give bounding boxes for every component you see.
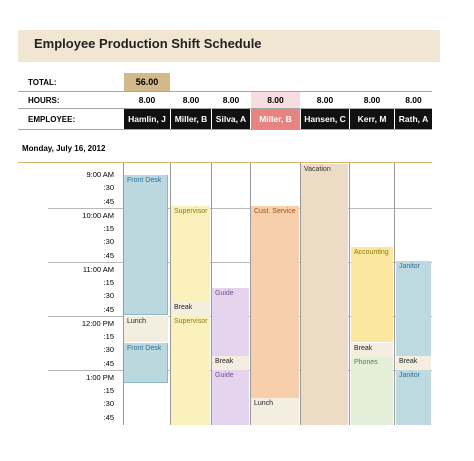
shift-block[interactable]: Supervisor <box>171 206 210 302</box>
employee-header[interactable]: Hansen, C <box>301 109 349 129</box>
hours-cell[interactable]: 8.00 <box>171 92 211 108</box>
time-label: 1:00 PM <box>86 373 114 382</box>
divider <box>18 108 432 109</box>
shift-block[interactable]: Janitor <box>396 261 431 356</box>
shift-block[interactable]: Guide <box>212 288 249 356</box>
time-label: 12:00 PM <box>81 319 114 328</box>
page-title: Employee Production Shift Schedule <box>34 36 262 51</box>
column-line <box>211 163 212 425</box>
shift-block[interactable]: Break <box>351 343 393 357</box>
hours-label: HOURS: <box>28 96 60 105</box>
shift-block[interactable]: Lunch <box>124 316 168 342</box>
time-label: :45 <box>103 359 114 368</box>
hours-cell[interactable]: 8.00 <box>350 92 394 108</box>
hours-cell[interactable]: 8.00 <box>251 92 300 108</box>
shift-block[interactable]: Janitor <box>396 370 431 425</box>
shift-block[interactable]: Lunch <box>251 398 299 425</box>
time-label: :30 <box>103 237 114 246</box>
column-line <box>123 163 124 425</box>
divider <box>18 91 432 92</box>
hours-cell[interactable]: 8.00 <box>395 92 432 108</box>
column-line <box>349 163 350 425</box>
time-label: :30 <box>103 399 114 408</box>
shift-block[interactable]: Phones <box>351 357 393 425</box>
shift-block[interactable]: Front Desk <box>124 343 168 383</box>
column-line <box>300 163 301 425</box>
shift-block[interactable]: Break <box>212 356 249 370</box>
time-label: :45 <box>103 413 114 422</box>
total-label: TOTAL: <box>28 78 57 87</box>
total-value[interactable]: 56.00 <box>124 73 170 91</box>
shift-block[interactable]: Guide <box>212 370 249 425</box>
employee-header-highlighted[interactable]: Miller, B <box>251 109 300 129</box>
time-label: 10:00 AM <box>82 211 114 220</box>
time-label: :45 <box>103 197 114 206</box>
hour-line <box>48 208 432 209</box>
employee-label: EMPLOYEE: <box>28 115 76 124</box>
schedule-date: Monday, July 16, 2012 <box>22 144 106 153</box>
employee-header[interactable]: Kerr, M <box>350 109 394 129</box>
time-label: 11:00 AM <box>82 265 114 274</box>
time-label: :30 <box>103 183 114 192</box>
divider <box>18 129 432 130</box>
time-label: :45 <box>103 251 114 260</box>
shift-block[interactable]: Break <box>171 302 210 316</box>
title-bar <box>18 30 440 62</box>
time-label: :30 <box>103 345 114 354</box>
employee-header[interactable]: Silva, A <box>212 109 250 129</box>
column-line <box>250 163 251 425</box>
employee-header[interactable]: Rath, A <box>395 109 432 129</box>
employee-header[interactable]: Hamlin, J <box>124 109 170 129</box>
shift-block[interactable]: Cust. Service <box>251 206 299 398</box>
divider <box>18 162 432 163</box>
shift-block[interactable]: Vacation <box>301 164 348 425</box>
time-label: :30 <box>103 291 114 300</box>
shift-block[interactable]: Accounting <box>351 247 393 342</box>
shift-block[interactable]: Break <box>396 356 431 370</box>
time-label: :15 <box>103 224 114 233</box>
column-line <box>394 163 395 425</box>
time-label: :15 <box>103 332 114 341</box>
hours-cell[interactable]: 8.00 <box>124 92 170 108</box>
hours-cell[interactable]: 8.00 <box>301 92 349 108</box>
shift-block[interactable]: Front Desk <box>124 175 168 315</box>
time-label: 9:00 AM <box>86 170 114 179</box>
hour-line <box>48 262 432 263</box>
employee-header[interactable]: Miller, B <box>171 109 211 129</box>
column-line <box>170 163 171 425</box>
time-label: :45 <box>103 305 114 314</box>
hours-cell[interactable]: 8.00 <box>212 92 250 108</box>
time-label: :15 <box>103 278 114 287</box>
shift-block[interactable]: Supervisor <box>171 316 210 425</box>
time-label: :15 <box>103 386 114 395</box>
